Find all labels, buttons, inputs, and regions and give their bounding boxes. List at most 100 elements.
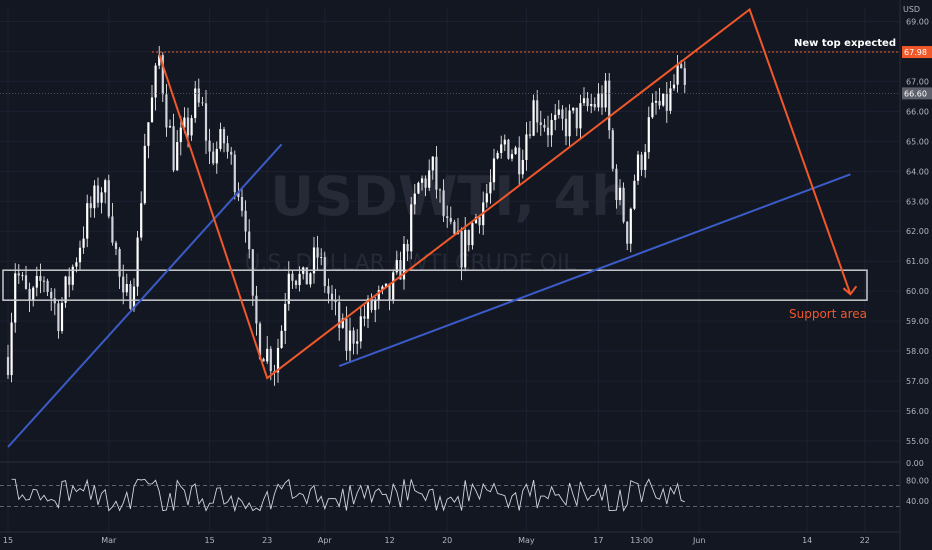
candle-body xyxy=(39,275,42,281)
candle xyxy=(172,113,175,173)
candle-body xyxy=(147,122,150,146)
candle xyxy=(154,62,157,111)
price-tick-label: 69.00 xyxy=(906,17,929,26)
candle-body xyxy=(474,216,478,224)
candle-body xyxy=(82,238,85,248)
candle xyxy=(550,113,553,147)
candle xyxy=(201,96,204,106)
candle-body xyxy=(485,193,488,203)
candle xyxy=(57,299,60,339)
projection-arrowhead xyxy=(842,285,858,296)
candle xyxy=(251,248,254,306)
candle-body xyxy=(294,280,298,286)
candle xyxy=(636,150,640,185)
candle-body xyxy=(665,93,668,111)
candle-body xyxy=(284,303,287,331)
candle-body xyxy=(518,147,521,175)
candle-body xyxy=(582,98,586,104)
candle xyxy=(240,188,244,217)
candle xyxy=(10,312,13,383)
candle-body xyxy=(424,178,427,188)
candle xyxy=(345,306,348,361)
candle xyxy=(352,327,355,355)
candle xyxy=(28,282,31,312)
candle-body xyxy=(532,100,535,136)
candle-body xyxy=(107,180,110,217)
candle xyxy=(78,240,82,271)
candle xyxy=(294,279,298,289)
candle xyxy=(521,149,524,179)
candle xyxy=(230,146,233,165)
candle-body xyxy=(348,330,352,351)
candle-body xyxy=(10,322,13,376)
candle-body xyxy=(266,348,269,362)
candle-body xyxy=(345,318,348,351)
candle-body xyxy=(161,55,164,95)
candle xyxy=(446,205,449,228)
candle-body xyxy=(507,139,510,159)
candle xyxy=(96,177,100,208)
candle-body xyxy=(104,180,107,193)
candle-body xyxy=(309,273,312,285)
candle-body xyxy=(359,316,362,342)
candle-body xyxy=(50,291,53,299)
candle-body xyxy=(230,151,233,155)
candle-body xyxy=(395,260,398,273)
candle-body xyxy=(392,272,395,301)
candle xyxy=(518,136,521,186)
candle-body xyxy=(644,152,647,170)
candle-body xyxy=(194,88,197,119)
candle-body xyxy=(442,190,445,217)
candle xyxy=(579,94,582,140)
candle-body xyxy=(363,316,366,319)
candle xyxy=(424,175,427,197)
candle xyxy=(100,187,103,214)
candle-body xyxy=(496,152,499,159)
candle-body xyxy=(57,303,60,332)
candle-body xyxy=(622,187,625,222)
candle xyxy=(672,74,676,91)
candle-body xyxy=(330,293,334,301)
candle xyxy=(500,135,503,159)
candle-body xyxy=(561,109,564,119)
drawing-overlays xyxy=(0,7,900,448)
candle-body xyxy=(100,192,103,203)
candle xyxy=(460,227,463,281)
candle-body xyxy=(287,273,290,304)
candle-body xyxy=(428,170,431,188)
candle xyxy=(665,82,668,123)
candle xyxy=(622,182,625,224)
candle xyxy=(82,226,85,254)
candle-body xyxy=(334,300,337,303)
candle xyxy=(640,151,643,176)
candle-body xyxy=(388,283,391,301)
candle xyxy=(104,178,107,204)
candle-body xyxy=(647,117,650,153)
candle xyxy=(21,272,24,281)
candle-body xyxy=(557,109,560,115)
candle xyxy=(111,203,114,246)
candle xyxy=(561,105,564,131)
candle xyxy=(644,143,647,178)
candle-body xyxy=(417,182,420,194)
candle-body xyxy=(143,145,146,204)
candle xyxy=(590,93,593,114)
time-tick-label: 20 xyxy=(442,536,452,545)
candle-body xyxy=(564,118,568,137)
candle-body xyxy=(327,286,330,294)
candle xyxy=(485,183,488,208)
candle xyxy=(525,122,528,171)
candle-body xyxy=(338,302,341,328)
candle-body xyxy=(406,244,409,252)
candle xyxy=(471,221,474,250)
candle xyxy=(478,215,481,234)
candle-body xyxy=(381,286,384,291)
candle-body xyxy=(172,126,175,171)
candle xyxy=(197,78,200,108)
candle-body xyxy=(453,221,456,234)
candle xyxy=(226,135,229,159)
price-tick-label: 56.00 xyxy=(906,407,929,416)
candle xyxy=(428,159,431,191)
candle xyxy=(507,138,510,160)
